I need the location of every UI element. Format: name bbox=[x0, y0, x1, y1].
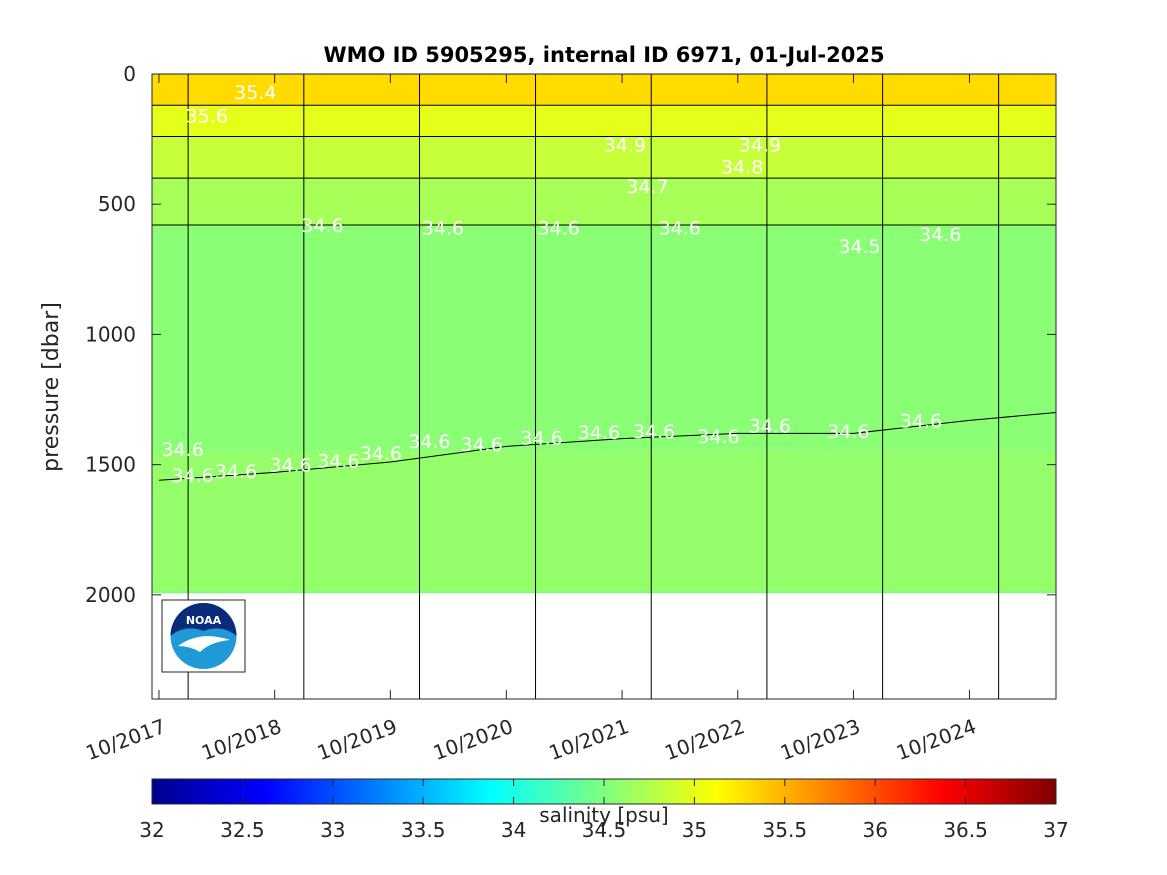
salinity-layer bbox=[152, 451, 1056, 593]
x-tick-label: 10/2021 bbox=[546, 714, 632, 765]
x-tick-label: 10/2024 bbox=[893, 714, 979, 765]
colorbar-tick-label: 32 bbox=[139, 818, 164, 842]
chart-title: WMO ID 5905295, internal ID 6971, 01-Jul… bbox=[323, 43, 884, 67]
y-tick-label: 0 bbox=[123, 62, 136, 86]
contour-label: 34.9 bbox=[604, 134, 646, 156]
contour-label: 34.6 bbox=[659, 218, 701, 240]
contour-label: 34.6 bbox=[578, 422, 620, 444]
salinity-layer bbox=[152, 74, 1056, 106]
y-tick-label: 1500 bbox=[85, 453, 136, 477]
x-tick-label: 10/2018 bbox=[198, 714, 284, 765]
colorbar-tick-label: 34 bbox=[501, 818, 526, 842]
contour-label: 34.6 bbox=[215, 461, 257, 483]
contour-label: 34.9 bbox=[739, 134, 781, 156]
y-tick-label: 500 bbox=[98, 192, 136, 216]
y-axis-label: pressure [dbar] bbox=[39, 302, 64, 472]
colorbar-tick-label: 33.5 bbox=[401, 818, 446, 842]
noaa-logo: NOAA bbox=[161, 599, 246, 673]
svg-text:NOAA: NOAA bbox=[186, 614, 222, 627]
colorbar-tick-label: 32.5 bbox=[220, 818, 265, 842]
colorbar-tick-label: 36 bbox=[862, 818, 887, 842]
x-tick-label: 10/2017 bbox=[83, 714, 169, 765]
plot-frame bbox=[151, 73, 1057, 700]
contour-label: 34.6 bbox=[301, 215, 343, 237]
salinity-layer bbox=[152, 136, 1056, 179]
contour-label: 34.7 bbox=[626, 176, 668, 198]
x-tick-label: 10/2020 bbox=[430, 714, 516, 765]
contour-label: 34.6 bbox=[360, 443, 402, 465]
contour-label: 34.5 bbox=[838, 236, 880, 258]
colorbar-tick-label: 37 bbox=[1043, 818, 1068, 842]
contour-label: 34.6 bbox=[900, 410, 942, 432]
contour-line-34-6-deep bbox=[158, 412, 1056, 481]
colorbar-tick-label: 34.5 bbox=[582, 818, 627, 842]
x-tick-label: 10/2022 bbox=[661, 714, 747, 765]
salinity-layer bbox=[152, 105, 1056, 137]
salinity-contours bbox=[152, 104, 1056, 594]
contour-label: 34.6 bbox=[520, 427, 562, 449]
contour-label: 34.6 bbox=[633, 421, 675, 443]
contour-label: 34.6 bbox=[460, 434, 502, 456]
y-axis-ticks: 0 500 1000 1500 2000 bbox=[85, 62, 1056, 607]
contour-label: 34.6 bbox=[317, 451, 359, 473]
contour-label: 34.6 bbox=[919, 224, 961, 246]
y-tick-label: 1000 bbox=[85, 322, 136, 346]
contour-label: 35.6 bbox=[186, 106, 228, 128]
contour-label: 34.6 bbox=[749, 416, 791, 438]
contour-labels: 34.634.6 34.6 34.6 34.6 34.634.6 34.6 34.6 34.6… bbox=[162, 82, 962, 487]
contour-label: 35.4 bbox=[234, 82, 276, 104]
y-tick-label: 2000 bbox=[85, 583, 136, 607]
contour-label: 34.6 bbox=[697, 426, 739, 448]
year-divider-lines bbox=[187, 74, 1000, 699]
x-tick-label: 10/2023 bbox=[777, 714, 863, 765]
salinity-layers bbox=[152, 74, 1056, 593]
colorbar-tick-label: 36.5 bbox=[943, 818, 988, 842]
colorbar-tick-label: 33 bbox=[320, 818, 345, 842]
contour-label: 34.6 bbox=[538, 218, 580, 240]
contour-label: 34.6 bbox=[162, 439, 204, 461]
colorbar-tick-label: 35.5 bbox=[763, 818, 808, 842]
colorbar-tick-label: 35 bbox=[682, 818, 707, 842]
contour-label: 34.6 bbox=[408, 431, 450, 453]
salinity-layer bbox=[152, 225, 1056, 452]
salinity-layer bbox=[152, 178, 1056, 226]
contour-label: 34.6 bbox=[422, 218, 464, 240]
contour-label: 34.6 bbox=[171, 465, 213, 487]
x-tick-label: 10/2019 bbox=[314, 714, 400, 765]
contour-label: 34.6 bbox=[827, 421, 869, 443]
contour-label: 34.8 bbox=[721, 156, 763, 178]
contour-label: 34.6 bbox=[269, 455, 311, 477]
colorbar-label: salinity [psu] bbox=[539, 803, 668, 827]
colorbar-ticks: 32 32.5 33 33.5 34 34.5 35 35.5 36 36.5 37 bbox=[139, 779, 1069, 842]
